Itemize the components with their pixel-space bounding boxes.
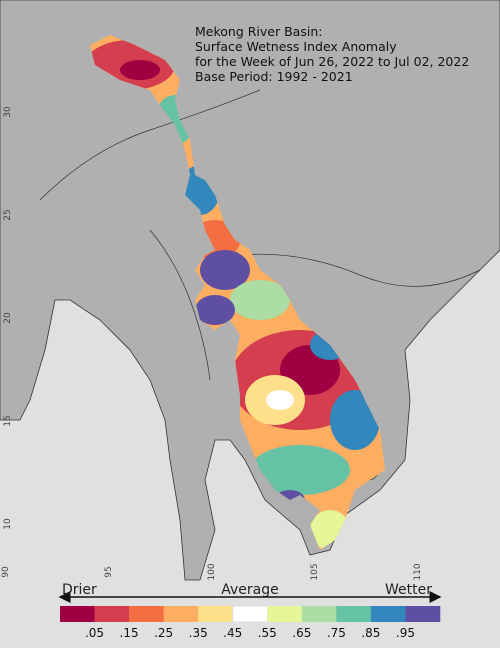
colorbar-label: .25 [154, 626, 173, 640]
colorbar-swatch [94, 606, 130, 622]
colorbar-label: .05 [85, 626, 104, 640]
lon-label: 110 [413, 563, 423, 580]
lat-label: 15 [3, 415, 13, 426]
lon-label: 100 [207, 563, 217, 580]
colorbar-label: .85 [361, 626, 380, 640]
title: Mekong River Basin:Surface Wetness Index… [195, 24, 469, 84]
colorbar-swatch [336, 606, 372, 622]
lat-label: 20 [3, 312, 13, 324]
lon-label: 90 [1, 566, 11, 578]
legend-drier: Drier [62, 582, 97, 598]
graticule-labels: 30 25 20 15 10 90 95 100 105 110 [1, 106, 423, 581]
lat-label: 30 [3, 106, 13, 118]
legend-wetter: Wetter [385, 582, 432, 598]
colorbar-label: .15 [120, 626, 139, 640]
colorbar-label: .65 [292, 626, 311, 640]
colorbar-swatch [267, 606, 303, 622]
colorbar-swatch [232, 605, 269, 623]
colorbar-label: .75 [327, 626, 346, 640]
lat-label: 10 [3, 518, 13, 530]
colorbar-swatch [370, 606, 406, 622]
title-line: Surface Wetness Index Anomaly [195, 39, 397, 54]
title-line: Base Period: 1992 - 2021 [195, 69, 353, 84]
colorbar-label: .55 [258, 626, 277, 640]
title-line: Mekong River Basin: [195, 24, 322, 39]
lon-label: 95 [104, 566, 114, 577]
colorbar-swatch [301, 606, 337, 622]
colorbar-swatch [198, 606, 234, 622]
colorbar-label: .95 [396, 626, 415, 640]
colorbar-swatch [129, 606, 164, 622]
colorbar-swatch [405, 606, 441, 622]
lon-label: 105 [310, 563, 320, 580]
lat-label: 25 [3, 209, 13, 220]
colorbar-label: .35 [189, 626, 208, 640]
title-line: for the Week of Jun 26, 2022 to Jul 02, … [195, 54, 469, 69]
colorbar-swatch [163, 606, 199, 622]
colorbar-label: .45 [223, 626, 242, 640]
legend-average: Average [221, 582, 279, 598]
colorbar: .05 .15 .25 .35 .45 .55 .65 .75 .85 .95 [60, 605, 441, 640]
colorbar-swatch [60, 606, 95, 622]
